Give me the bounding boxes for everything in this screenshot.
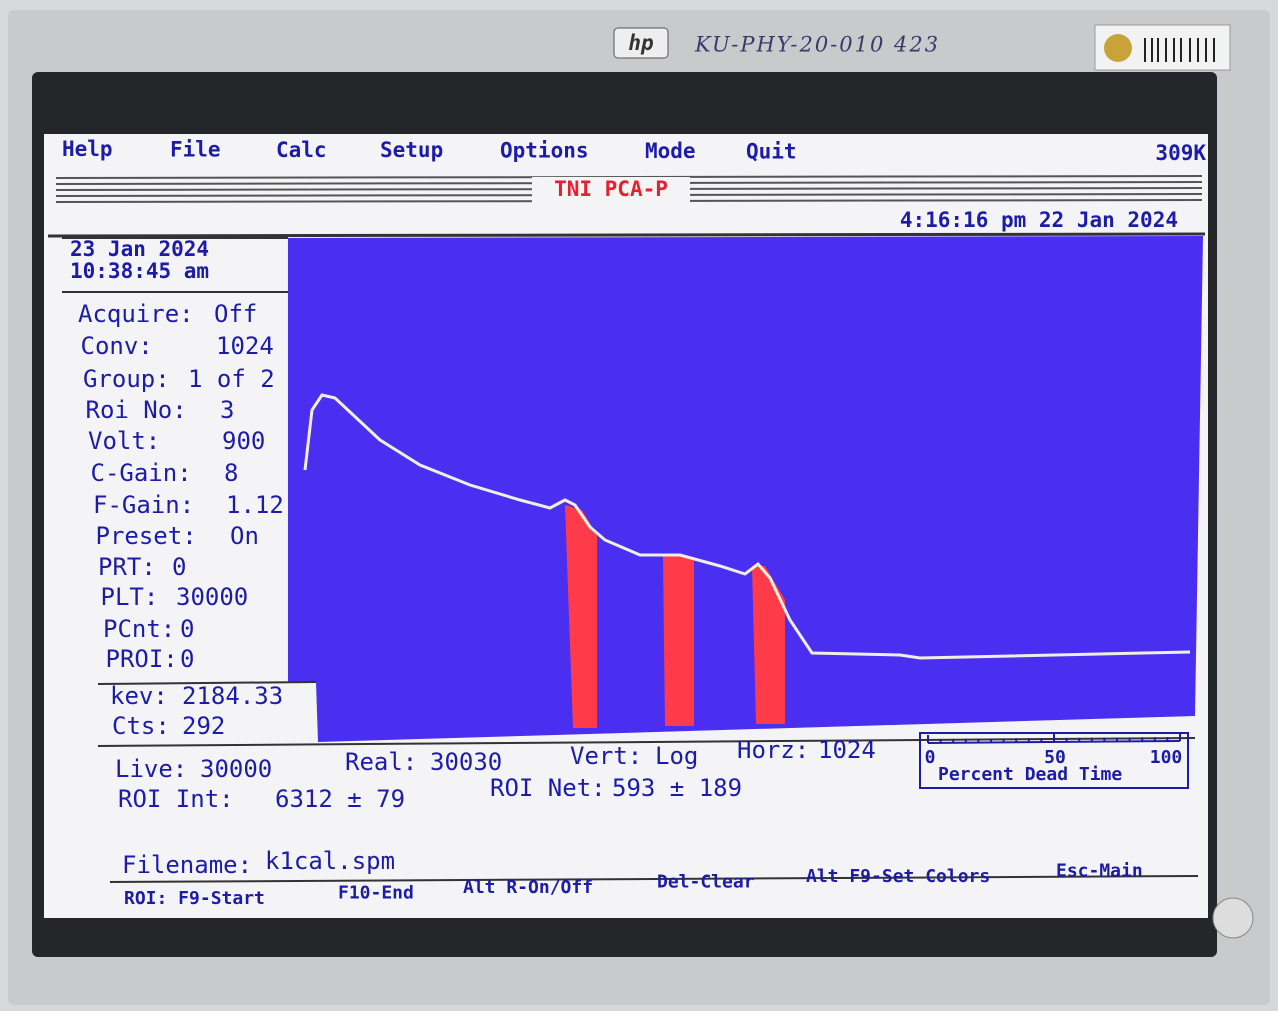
readout-value: Log [655, 742, 698, 770]
status-value: On [230, 522, 259, 550]
status-label: PCnt: [103, 615, 175, 643]
app-title: TNI PCA-P [554, 177, 668, 201]
gauge-label: 0 [925, 747, 936, 768]
footer-key: Esc-Main [1056, 861, 1143, 882]
spectrum-area [288, 236, 1203, 742]
menu-item[interactable]: Mode [645, 139, 696, 163]
menu-item[interactable]: Help [62, 137, 113, 161]
status-label: Conv: [81, 332, 153, 360]
status-label: PLT: [101, 583, 159, 611]
status-value: 3 [220, 396, 234, 424]
gauge-label: 100 [1150, 747, 1183, 768]
gauge-caption: Percent Dead Time [938, 764, 1122, 785]
readout-label: Horz: [737, 736, 809, 764]
brand-logo: hp [628, 31, 653, 55]
readout-label: Vert: [570, 742, 642, 770]
readout-value: 30030 [430, 748, 502, 776]
readout-label: Real: [345, 748, 417, 776]
menu-item[interactable]: Options [500, 139, 589, 163]
asset-label: KU-PHY-20-010 423 [694, 33, 940, 57]
cursor-value: 2184.33 [182, 682, 283, 710]
readout-label: Live: [115, 755, 187, 783]
status-value: 0 [172, 553, 186, 581]
status-label: F-Gain: [93, 491, 194, 519]
monitor-photo: hp KU-PHY-20-010 423 Help File Calc Setup Opti… [0, 0, 1278, 1011]
cursor-label: Cts: [112, 712, 170, 740]
divider [48, 234, 1205, 236]
status-value: 900 [222, 427, 265, 455]
readout-value: 593 ± 189 [612, 774, 742, 802]
menu-item[interactable]: File [170, 137, 221, 161]
status-value: 1.12 [226, 491, 284, 519]
panel-date: 23 Jan 2024 [70, 237, 209, 261]
clock: 4:16:16 pm 22 Jan 2024 [900, 208, 1178, 232]
status-label: PRT: [98, 553, 156, 581]
footer-key: F10-End [338, 883, 414, 904]
status-value: 1 of 2 [188, 365, 275, 393]
status-value: 1024 [216, 332, 274, 360]
readout-value: 30000 [200, 755, 272, 783]
page: hp KU-PHY-20-010 423 Help File Calc Setup Opti… [0, 0, 1278, 1011]
footer-key: Del-Clear [657, 872, 755, 893]
cursor-label: kev: [110, 682, 168, 710]
cursor-value: 292 [182, 712, 225, 740]
memory-indicator: 309K [1155, 141, 1206, 165]
status-value: 8 [224, 459, 238, 487]
status-label: Acquire: [78, 300, 194, 328]
status-label: Preset: [96, 522, 197, 550]
status-value: 30000 [176, 583, 248, 611]
menu-item[interactable]: Calc [276, 138, 327, 162]
panel-time: 10:38:45 am [70, 259, 209, 283]
status-value: 0 [180, 615, 194, 643]
filename-value: k1cal.spm [265, 847, 395, 875]
status-value: Off [214, 300, 257, 328]
status-label: Volt: [88, 427, 160, 455]
status-label: PROI: [106, 645, 178, 673]
readout-label: ROI Net: [490, 774, 606, 802]
status-label: Roi No: [86, 396, 187, 424]
footer-key: Alt F9-Set Colors [806, 866, 990, 887]
menu-item[interactable]: Setup [380, 138, 443, 162]
menu-item[interactable]: Quit [746, 139, 797, 163]
status-value: 0 [180, 645, 194, 673]
readout-label: ROI Int: [118, 785, 234, 813]
power-button[interactable] [1213, 898, 1253, 938]
footer-key: Alt R-On/Off [463, 877, 593, 898]
status-label: Group: [83, 365, 170, 393]
readout-value: 6312 ± 79 [275, 785, 405, 813]
status-label: C-Gain: [91, 459, 192, 487]
readout-value: 1024 [818, 736, 876, 764]
emblem [1104, 34, 1132, 62]
filename-label: Filename: [122, 851, 252, 879]
footer-key: ROI: F9-Start [124, 888, 265, 909]
